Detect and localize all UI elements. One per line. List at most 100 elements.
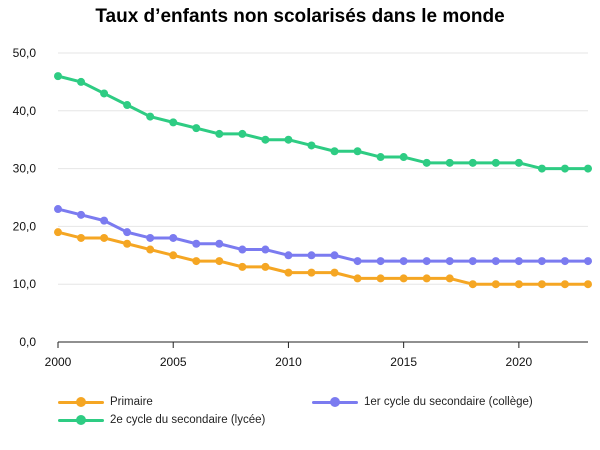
data-point xyxy=(514,257,523,266)
data-point xyxy=(330,147,339,156)
data-point xyxy=(238,262,247,271)
data-point xyxy=(422,158,431,167)
data-point xyxy=(284,251,293,260)
x-tick-label: 2005 xyxy=(160,355,187,369)
data-point xyxy=(330,251,339,260)
x-tick-label: 2010 xyxy=(275,355,302,369)
data-point xyxy=(77,210,86,219)
data-point xyxy=(192,124,201,133)
data-point xyxy=(261,262,270,271)
data-point xyxy=(353,257,362,266)
data-point xyxy=(169,251,178,260)
x-tick-label: 2015 xyxy=(390,355,417,369)
data-point xyxy=(192,239,201,248)
data-point xyxy=(491,257,500,266)
series-line xyxy=(57,74,588,171)
data-point xyxy=(100,216,109,225)
data-point xyxy=(123,101,132,110)
legend-swatch-college xyxy=(312,396,358,408)
legend-swatch-primaire xyxy=(58,396,104,408)
data-point xyxy=(215,129,224,138)
legend-label-college: 1er cycle du secondaire (collège) xyxy=(364,396,533,408)
data-point xyxy=(215,257,224,266)
data-point xyxy=(422,274,431,283)
axes: 0,0 10,0 20,0 30,0 40,0 50,0 2000 2005 2010 2015 2… xyxy=(13,46,588,369)
legend-item-lycee[interactable]: 2e cycle du secondaire (lycée) xyxy=(58,414,265,426)
data-point xyxy=(353,274,362,283)
data-point xyxy=(238,129,247,138)
data-point xyxy=(584,280,592,289)
series-1 xyxy=(54,205,592,266)
data-point xyxy=(491,280,500,289)
legend-label-primaire: Primaire xyxy=(110,396,153,408)
data-point xyxy=(307,268,316,277)
data-point xyxy=(468,257,477,266)
data-point xyxy=(100,89,109,98)
data-point xyxy=(376,153,385,162)
data-point xyxy=(54,205,62,214)
chart-title: Taux d’enfants non scolarisés dans le mo… xyxy=(95,6,505,27)
data-point xyxy=(376,274,385,283)
data-point xyxy=(445,257,454,266)
series-line xyxy=(57,230,588,286)
data-point xyxy=(284,135,293,144)
data-point xyxy=(468,280,477,289)
data-point xyxy=(537,280,546,289)
data-point xyxy=(169,233,178,242)
data-point xyxy=(330,268,339,277)
legend: Primaire 1er cycle du secondaire (collèg… xyxy=(0,390,600,440)
data-point xyxy=(54,228,62,237)
data-point xyxy=(537,164,546,173)
data-point xyxy=(422,257,431,266)
data-point xyxy=(123,239,132,248)
data-point xyxy=(584,164,592,173)
data-point xyxy=(537,257,546,266)
data-point xyxy=(215,239,224,248)
data-point xyxy=(77,233,86,242)
data-point xyxy=(146,245,155,254)
data-point xyxy=(491,158,500,167)
y-tick-label: 10,0 xyxy=(13,277,37,291)
legend-label-lycee: 2e cycle du secondaire (lycée) xyxy=(110,414,266,426)
y-tick-label: 20,0 xyxy=(13,219,37,233)
data-point xyxy=(307,141,316,150)
legend-item-college[interactable]: 1er cycle du secondaire (collège) xyxy=(312,396,533,408)
data-point xyxy=(560,257,569,266)
data-point xyxy=(146,112,155,121)
x-tick-label: 2000 xyxy=(45,355,72,369)
data-point xyxy=(514,158,523,167)
y-tick-label: 0,0 xyxy=(19,335,36,349)
legend-item-primaire[interactable]: Primaire xyxy=(58,396,153,408)
data-point xyxy=(399,257,408,266)
data-point xyxy=(238,245,247,254)
data-point xyxy=(261,245,270,254)
data-point xyxy=(146,233,155,242)
y-tick-label: 50,0 xyxy=(13,46,37,60)
y-tick-label: 30,0 xyxy=(13,162,37,176)
data-point xyxy=(123,228,132,237)
data-point xyxy=(399,274,408,283)
data-point xyxy=(584,257,592,266)
data-point xyxy=(376,257,385,266)
data-point xyxy=(353,147,362,156)
data-point xyxy=(192,257,201,266)
data-point xyxy=(560,280,569,289)
data-point xyxy=(468,158,477,167)
series-0 xyxy=(54,228,592,289)
data-point xyxy=(560,164,569,173)
data-point xyxy=(514,280,523,289)
series-line xyxy=(57,207,588,263)
data-point xyxy=(54,72,62,81)
data-point xyxy=(307,251,316,260)
data-point xyxy=(399,153,408,162)
y-tick-label: 40,0 xyxy=(13,104,37,118)
data-point xyxy=(169,118,178,127)
legend-swatch-lycee xyxy=(58,414,104,426)
data-point xyxy=(261,135,270,144)
data-point xyxy=(445,158,454,167)
grid-lines xyxy=(58,52,588,285)
series-lines xyxy=(54,72,592,289)
data-point xyxy=(284,268,293,277)
x-tick-label: 2020 xyxy=(506,355,533,369)
